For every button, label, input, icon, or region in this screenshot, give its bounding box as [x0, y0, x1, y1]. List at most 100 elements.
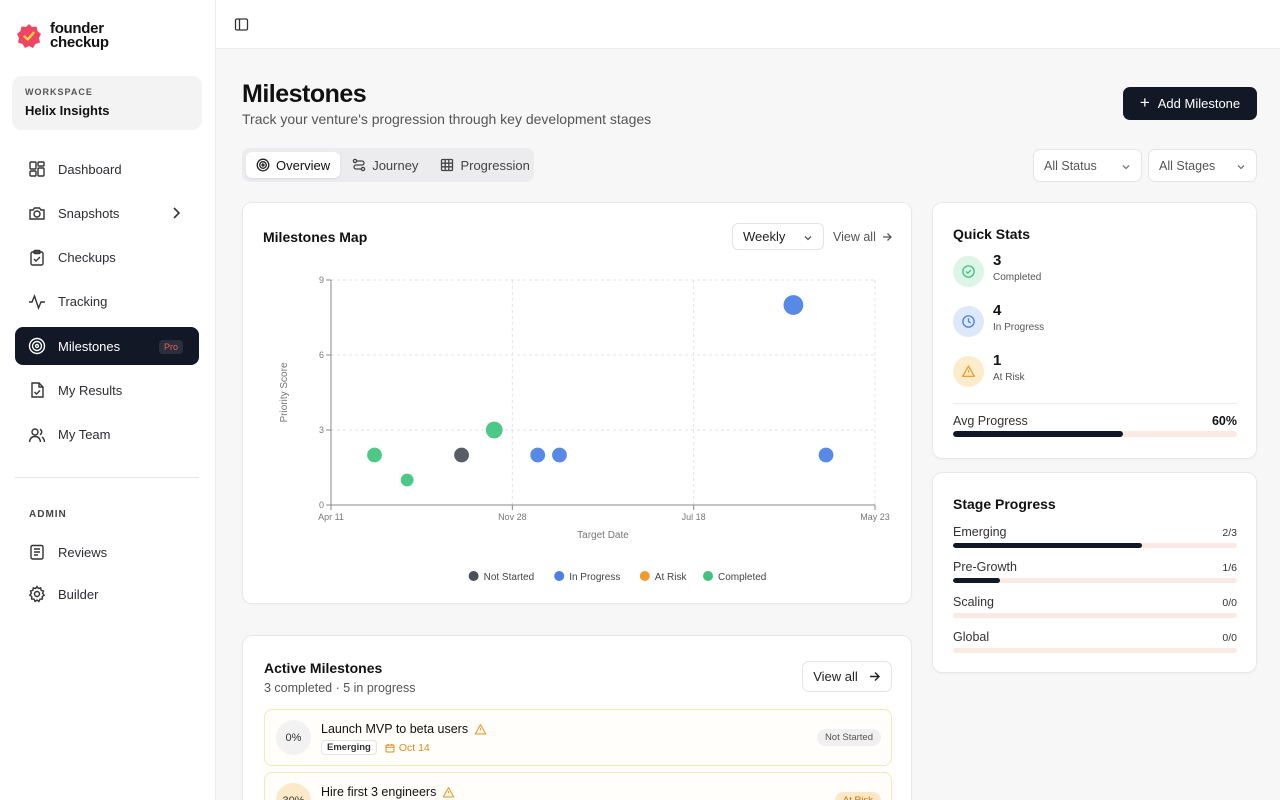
check-circle-icon [962, 265, 975, 278]
legend-label: At Risk [655, 572, 688, 583]
nav-label: Checkups [58, 250, 116, 266]
stage-row: Emerging 2/3 [953, 525, 1237, 539]
stat-value: 3 [993, 252, 1002, 269]
avg-progress-fill [953, 431, 1124, 437]
workspace-switcher[interactable]: WORKSPACE Helix Insights [12, 76, 202, 130]
map-title: Milestones Map [263, 229, 368, 245]
data-point [550, 446, 569, 464]
clock-icon [962, 315, 975, 328]
stage-progress-fill [953, 578, 1001, 583]
milestone-progress: 30% [276, 783, 311, 800]
nav-label: Snapshots [58, 205, 120, 221]
admin-section-label: ADMIN [29, 509, 67, 520]
page-subtitle: Track your venture's progression through… [242, 111, 652, 127]
milestone-progress: 0% [276, 720, 311, 755]
legend-swatch [703, 571, 713, 581]
x-axis-label: Target Date [577, 530, 629, 541]
avg-progress-row: Avg Progress 60% [953, 403, 1237, 428]
stage-value: 2/3 [1222, 527, 1237, 539]
arrow-right-icon [882, 233, 892, 241]
brand-line-2: checkup [50, 34, 109, 51]
stage-progress-fill [953, 543, 1143, 548]
tab-label: Progression [460, 157, 530, 173]
avg-progress-value: 60% [1211, 414, 1237, 428]
data-point [399, 472, 415, 488]
nav-label: Dashboard [58, 161, 122, 177]
brand-logo[interactable]: founder checkup [16, 20, 109, 51]
milestone-title: Hire first 3 engineers [321, 785, 437, 799]
camera-icon [29, 207, 45, 220]
y-axis-label: Priority Score [279, 362, 290, 422]
quick-stats-card: Quick Stats 3 Completed 4 In Progress 1 … [932, 202, 1257, 459]
avg-progress-label: Avg Progress [953, 414, 1028, 428]
tab-progression[interactable]: Progression [430, 152, 539, 178]
stage-filter-value: All Stages [1159, 158, 1216, 173]
stage-filter-select[interactable]: All Stages [1148, 149, 1257, 182]
main-nav: Dashboard Snapshots Checkups Tracking Mi… [15, 150, 199, 460]
nav-item-my-team[interactable]: My Team [15, 416, 199, 454]
tab-journey[interactable]: Journey [342, 152, 428, 178]
data-point [529, 446, 547, 464]
stage-label: Pre-Growth [953, 560, 1017, 574]
stat-label: Completed [993, 272, 1042, 283]
add-milestone-label: Add Milestone [1157, 96, 1241, 111]
legend-swatch [554, 571, 565, 581]
stage-label: Emerging [953, 525, 1007, 539]
nav-item-dashboard[interactable]: Dashboard [15, 150, 199, 188]
view-all-label: View all [813, 669, 858, 684]
chevron-down-icon [1122, 165, 1130, 170]
activity-icon [29, 293, 45, 310]
warning-icon [962, 365, 975, 378]
brand-line-1: founder [50, 20, 104, 37]
stage-value: 0/0 [1222, 597, 1237, 609]
y-tick-label: 6 [319, 350, 324, 360]
nav-label: Builder [58, 586, 99, 602]
nav-item-builder[interactable]: Builder [15, 575, 199, 613]
status-filter-value: All Status [1044, 158, 1097, 173]
active-milestones-title: Active Milestones [264, 660, 383, 676]
milestone-item[interactable]: 0% Launch MVP to beta users Emerging Oct… [264, 709, 892, 766]
nav-item-snapshots[interactable]: Snapshots [15, 194, 199, 232]
stage-value: 1/6 [1222, 562, 1237, 574]
stat-label: At Risk [993, 372, 1025, 383]
pro-badge: Pro [158, 340, 183, 355]
milestone-title-row: Hire first 3 engineers [321, 785, 455, 799]
stage-row: Global 0/0 [953, 630, 1237, 644]
sidebar-divider [15, 477, 199, 478]
nav-item-my-results[interactable]: My Results [15, 371, 199, 409]
sidebar: founder checkup WORKSPACE Helix Insights… [0, 0, 216, 800]
target-icon [28, 337, 46, 355]
stat-value: 4 [993, 302, 1002, 319]
nav-item-checkups[interactable]: Checkups [15, 239, 199, 277]
milestone-item[interactable]: 30% Hire first 3 engineers At Risk [264, 772, 892, 800]
stat-label: In Progress [993, 322, 1045, 333]
add-milestone-button[interactable]: + Add Milestone [1123, 87, 1257, 120]
sidebar-toggle-icon[interactable] [234, 17, 249, 32]
list-icon [30, 544, 44, 560]
tab-overview[interactable]: Overview [246, 152, 341, 178]
chevron-down-icon [1237, 165, 1245, 170]
logo-badge-icon [17, 24, 41, 48]
y-tick-label: 9 [319, 275, 324, 285]
stage-progress-card: Stage Progress Emerging 2/3 Pre-Growth 1/6 S… [932, 472, 1257, 673]
data-point [782, 293, 805, 317]
nav-item-milestones[interactable]: Milestones Pro [15, 327, 199, 366]
nav-item-reviews[interactable]: Reviews [15, 533, 199, 571]
workspace-label: WORKSPACE [25, 87, 93, 97]
milestone-due-date: Oct 14 [398, 741, 430, 754]
milestone-title: Launch MVP to beta users [321, 722, 469, 736]
chevron-right-icon[interactable] [169, 206, 183, 220]
page-title: Milestones [242, 80, 367, 108]
milestone-status-chip: Not Started [816, 729, 881, 746]
active-view-all-button[interactable]: View all [802, 661, 892, 692]
active-milestones-card: Active Milestones 3 completed · 5 in pro… [242, 635, 912, 800]
milestone-meta: Emerging Oct 14 [321, 740, 430, 755]
map-view-all-link[interactable]: View all [833, 230, 893, 244]
period-select[interactable]: Weekly [732, 223, 824, 250]
active-milestones-subtitle: 3 completed · 5 in progress [264, 681, 416, 695]
nav-item-tracking[interactable]: Tracking [15, 283, 199, 321]
nav-label: My Results [58, 382, 123, 398]
view-tabs: Overview Journey Progression [242, 148, 534, 182]
status-filter-select[interactable]: All Status [1033, 149, 1142, 182]
stage-row: Scaling 0/0 [953, 595, 1237, 609]
